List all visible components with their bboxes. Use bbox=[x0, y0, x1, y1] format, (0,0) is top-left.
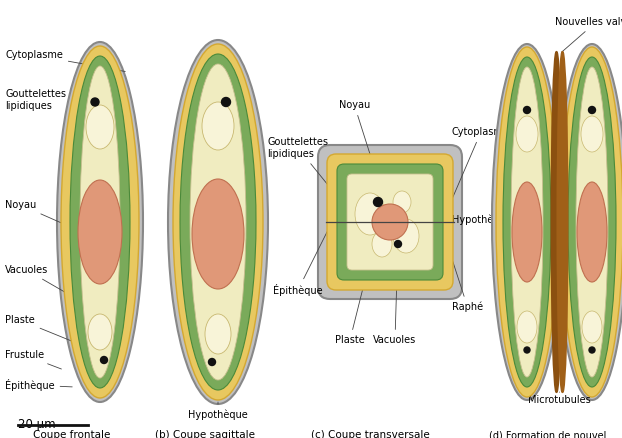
Ellipse shape bbox=[496, 47, 558, 397]
Text: Microtubules: Microtubules bbox=[527, 392, 590, 405]
Text: Cytoplasme: Cytoplasme bbox=[441, 127, 510, 224]
Ellipse shape bbox=[516, 116, 538, 152]
Ellipse shape bbox=[173, 44, 263, 400]
Ellipse shape bbox=[492, 44, 562, 400]
Ellipse shape bbox=[80, 66, 120, 378]
Text: (b) Coupe sagittale: (b) Coupe sagittale bbox=[155, 430, 255, 438]
Ellipse shape bbox=[577, 182, 607, 282]
Ellipse shape bbox=[192, 179, 244, 289]
Ellipse shape bbox=[517, 311, 537, 343]
Ellipse shape bbox=[202, 102, 234, 150]
Ellipse shape bbox=[205, 314, 231, 354]
Ellipse shape bbox=[393, 219, 419, 253]
Text: (d) Formation de nouvel
valves lors d'une divisi: (d) Formation de nouvel valves lors d'un… bbox=[490, 430, 606, 438]
Text: Hypothèque: Hypothèque bbox=[444, 215, 512, 227]
Ellipse shape bbox=[180, 54, 256, 390]
Ellipse shape bbox=[168, 40, 268, 404]
Circle shape bbox=[101, 357, 108, 364]
Ellipse shape bbox=[568, 57, 616, 387]
Ellipse shape bbox=[88, 314, 112, 350]
Ellipse shape bbox=[511, 67, 543, 377]
Circle shape bbox=[588, 106, 595, 113]
Ellipse shape bbox=[190, 64, 246, 380]
Text: Cytoplasme: Cytoplasme bbox=[5, 50, 125, 71]
Circle shape bbox=[373, 198, 383, 206]
Ellipse shape bbox=[582, 311, 602, 343]
Text: Épithèque: Épithèque bbox=[5, 379, 72, 391]
Circle shape bbox=[394, 240, 401, 247]
Text: Gouttelettes
lipidiques: Gouttelettes lipidiques bbox=[5, 89, 75, 116]
Ellipse shape bbox=[576, 67, 608, 377]
Ellipse shape bbox=[512, 182, 542, 282]
Circle shape bbox=[524, 106, 531, 113]
Circle shape bbox=[589, 347, 595, 353]
Circle shape bbox=[91, 98, 99, 106]
Text: 20 μm: 20 μm bbox=[18, 418, 55, 431]
Ellipse shape bbox=[503, 57, 551, 387]
Text: Noyau: Noyau bbox=[339, 100, 389, 214]
Ellipse shape bbox=[61, 46, 139, 398]
Ellipse shape bbox=[393, 191, 411, 213]
FancyBboxPatch shape bbox=[337, 164, 443, 280]
Ellipse shape bbox=[78, 180, 122, 284]
Ellipse shape bbox=[355, 193, 385, 235]
Text: Hypothèque: Hypothèque bbox=[188, 402, 248, 420]
Text: Épithèque: Épithèque bbox=[273, 216, 335, 296]
Ellipse shape bbox=[552, 52, 562, 392]
Ellipse shape bbox=[70, 56, 130, 388]
Circle shape bbox=[221, 98, 231, 106]
Ellipse shape bbox=[557, 52, 567, 392]
FancyBboxPatch shape bbox=[327, 154, 453, 290]
Ellipse shape bbox=[557, 44, 622, 400]
Text: Plaste: Plaste bbox=[335, 243, 374, 345]
Circle shape bbox=[524, 347, 530, 353]
FancyBboxPatch shape bbox=[347, 174, 433, 270]
Text: (c) Coupe transversale: (c) Coupe transversale bbox=[310, 430, 429, 438]
Text: Plaste: Plaste bbox=[5, 315, 72, 341]
Text: Noyau: Noyau bbox=[5, 200, 80, 231]
Text: Coupe frontale: Coupe frontale bbox=[34, 430, 111, 438]
Text: Frustule: Frustule bbox=[5, 350, 62, 369]
Ellipse shape bbox=[57, 42, 143, 402]
FancyBboxPatch shape bbox=[318, 145, 462, 299]
Ellipse shape bbox=[561, 47, 622, 397]
Ellipse shape bbox=[372, 204, 408, 240]
Text: Raphé: Raphé bbox=[441, 225, 483, 312]
Ellipse shape bbox=[372, 231, 392, 257]
Ellipse shape bbox=[86, 105, 114, 149]
Text: Nouvelles valves: Nouvelles valves bbox=[555, 17, 622, 52]
Ellipse shape bbox=[581, 116, 603, 152]
Circle shape bbox=[208, 358, 215, 365]
Text: Vacuoles: Vacuoles bbox=[5, 265, 80, 300]
Text: Gouttelettes
lipidiques: Gouttelettes lipidiques bbox=[267, 137, 360, 225]
Text: Vacuoles: Vacuoles bbox=[373, 245, 417, 345]
